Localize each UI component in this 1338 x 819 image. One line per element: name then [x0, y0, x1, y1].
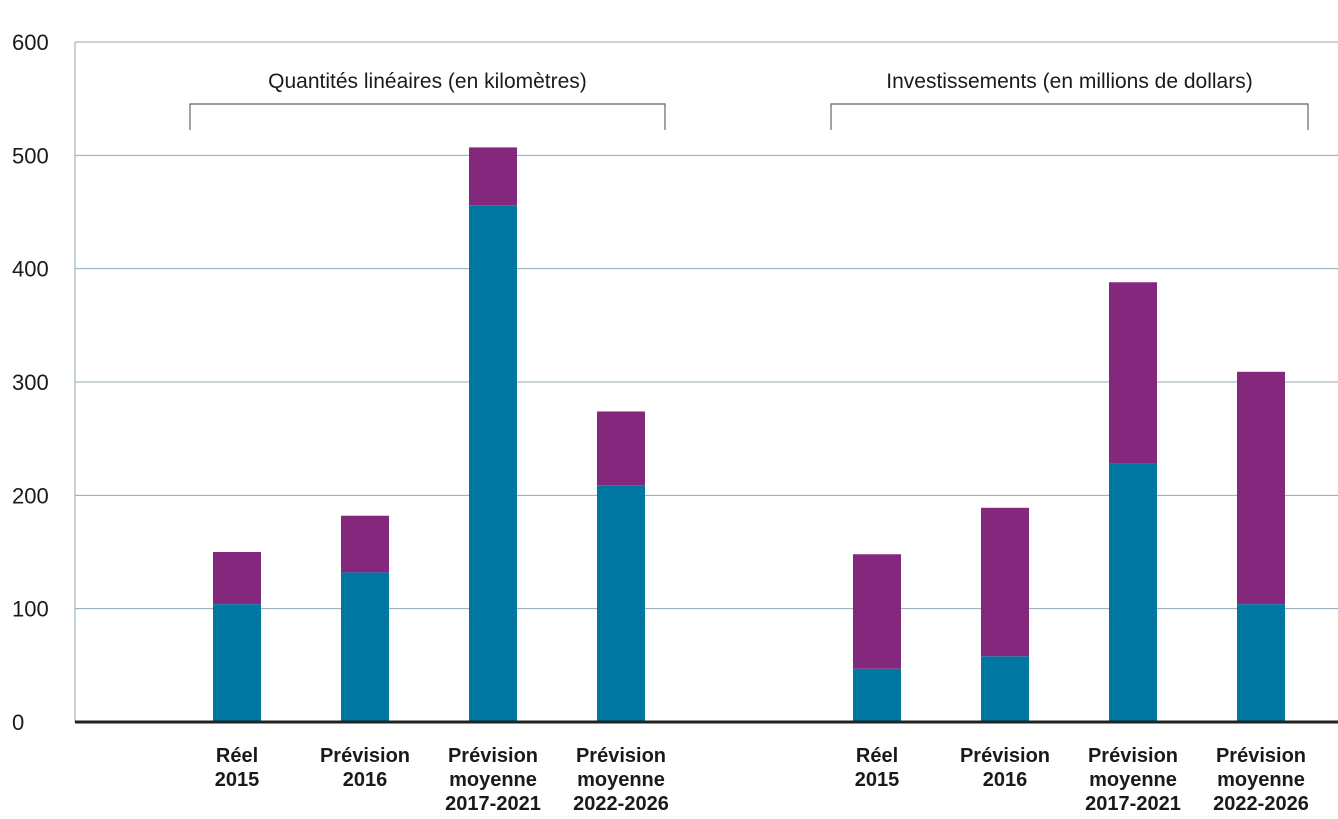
x-tick-label: Prévision [576, 745, 666, 767]
bar-segment-lower [1109, 464, 1157, 722]
x-tick-label: Prévision [448, 745, 538, 767]
group-label: Investissements (en millions de dollars) [886, 70, 1252, 93]
x-tick-label: moyenne [577, 769, 665, 791]
x-tick-label: 2016 [343, 769, 388, 791]
group-bracket [190, 104, 665, 130]
x-tick-label: Réel [216, 745, 258, 767]
bar-segment-lower [213, 604, 261, 722]
x-tick-label: 2016 [983, 769, 1028, 791]
x-tick-label: Prévision [1216, 745, 1306, 767]
bar-segment-lower [469, 205, 517, 722]
x-tick-label: 2022-2026 [573, 793, 669, 815]
y-tick-label: 500 [12, 143, 49, 168]
y-tick-label: 600 [12, 30, 49, 55]
x-tick-label: Prévision [960, 745, 1050, 767]
group-bracket [831, 104, 1308, 130]
x-tick-label: 2017-2021 [445, 793, 541, 815]
x-tick-label: Réel [856, 745, 898, 767]
bar-segment-upper [1237, 372, 1285, 604]
x-tick-label: 2017-2021 [1085, 793, 1181, 815]
y-tick-label: 300 [12, 370, 49, 395]
bar-segment-upper [981, 508, 1029, 656]
bar-segment-upper [213, 552, 261, 604]
group-label: Quantités linéaires (en kilomètres) [268, 70, 587, 93]
y-tick-label: 400 [12, 257, 49, 282]
bar-segment-upper [853, 554, 901, 668]
x-tick-label: Prévision [320, 745, 410, 767]
y-tick-label: 0 [12, 710, 24, 735]
x-tick-label: 2015 [855, 769, 900, 791]
x-tick-label: 2015 [215, 769, 260, 791]
bar-segment-upper [341, 516, 389, 573]
x-tick-label: 2022-2026 [1213, 793, 1309, 815]
bar-segment-upper [1109, 282, 1157, 463]
y-tick-label: 200 [12, 483, 49, 508]
x-tick-label: Prévision [1088, 745, 1178, 767]
x-tick-label: moyenne [1217, 769, 1305, 791]
bar-segment-lower [853, 669, 901, 722]
bar-segment-lower [981, 656, 1029, 722]
bar-segment-lower [597, 485, 645, 722]
x-tick-label: moyenne [449, 769, 537, 791]
x-tick-label: moyenne [1089, 769, 1177, 791]
bar-segment-lower [341, 572, 389, 722]
bar-segment-upper [469, 147, 517, 205]
y-tick-label: 100 [12, 597, 49, 622]
bar-segment-upper [597, 411, 645, 485]
bar-segment-lower [1237, 604, 1285, 722]
